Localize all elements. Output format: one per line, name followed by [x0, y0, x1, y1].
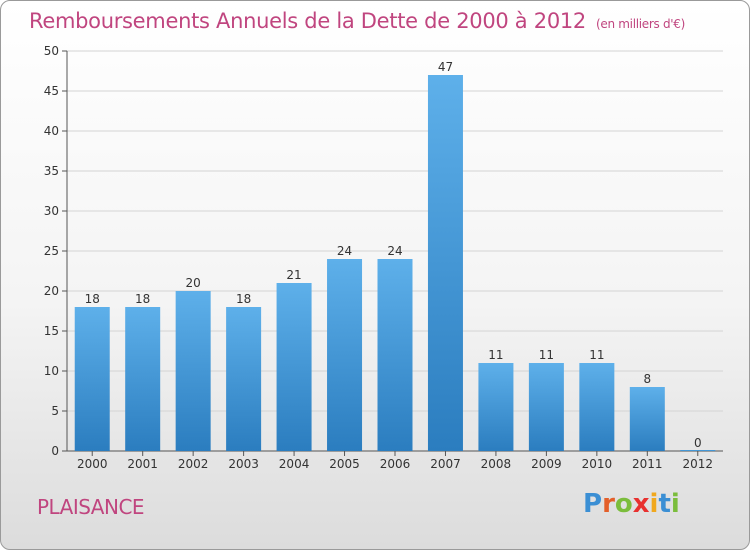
logo-letter: t	[658, 489, 671, 519]
chart-title: Remboursements Annuels de la Dette de 20…	[29, 9, 685, 33]
bar	[629, 387, 665, 451]
data-label: 24	[337, 244, 352, 258]
bar	[478, 363, 514, 451]
y-tick-label: 25	[44, 244, 59, 258]
data-label: 8	[643, 372, 651, 386]
title-text: Remboursements Annuels de la Dette de 20…	[29, 9, 586, 33]
bar	[377, 259, 413, 451]
y-tick-label: 15	[44, 324, 59, 338]
proxiti-logo: Proxiti	[583, 489, 680, 519]
y-tick-label: 5	[51, 404, 59, 418]
y-tick-label: 0	[51, 444, 59, 458]
x-tick-label: 2008	[481, 457, 512, 471]
x-tick-label: 2000	[77, 457, 108, 471]
data-label: 11	[539, 348, 554, 362]
x-tick-label: 2011	[632, 457, 663, 471]
logo-letter: o	[614, 489, 633, 519]
bar	[579, 363, 615, 451]
data-label: 18	[85, 292, 100, 306]
x-tick-label: 2001	[127, 457, 158, 471]
x-tick-label: 2005	[329, 457, 360, 471]
chart-unit: (en milliers d'€)	[596, 17, 686, 31]
data-label: 47	[438, 60, 453, 74]
y-tick-label: 40	[44, 124, 59, 138]
bar	[528, 363, 564, 451]
x-tick-label: 2004	[279, 457, 310, 471]
logo-letter: i	[649, 489, 659, 519]
data-label: 18	[135, 292, 150, 306]
bar	[327, 259, 363, 451]
y-tick-label: 30	[44, 204, 59, 218]
bar	[175, 291, 211, 451]
data-label: 11	[488, 348, 503, 362]
x-tick-label: 2012	[682, 457, 713, 471]
city-name: PLAISANCE	[37, 495, 145, 519]
x-tick-label: 2010	[582, 457, 613, 471]
x-tick-label: 2009	[531, 457, 562, 471]
x-tick-label: 2007	[430, 457, 461, 471]
logo-letter: P	[583, 489, 603, 519]
y-tick-label: 50	[44, 44, 59, 58]
data-label: 18	[236, 292, 251, 306]
x-tick-label: 2003	[228, 457, 259, 471]
bar	[276, 283, 312, 451]
y-tick-label: 10	[44, 364, 59, 378]
logo-letter: i	[670, 489, 680, 519]
logo-letter: x	[632, 489, 650, 519]
bar	[226, 307, 262, 451]
bar	[125, 307, 161, 451]
x-tick-label: 2002	[178, 457, 209, 471]
y-tick-label: 35	[44, 164, 59, 178]
bar	[427, 75, 463, 451]
data-label: 11	[589, 348, 604, 362]
logo-letter: r	[602, 489, 615, 519]
x-tick-label: 2006	[380, 457, 411, 471]
y-tick-label: 20	[44, 284, 59, 298]
bar	[74, 307, 110, 451]
data-label: 0	[694, 436, 702, 450]
data-label: 20	[186, 276, 201, 290]
data-label: 24	[387, 244, 402, 258]
bar	[680, 450, 716, 451]
y-tick-label: 45	[44, 84, 59, 98]
data-label: 21	[286, 268, 301, 282]
